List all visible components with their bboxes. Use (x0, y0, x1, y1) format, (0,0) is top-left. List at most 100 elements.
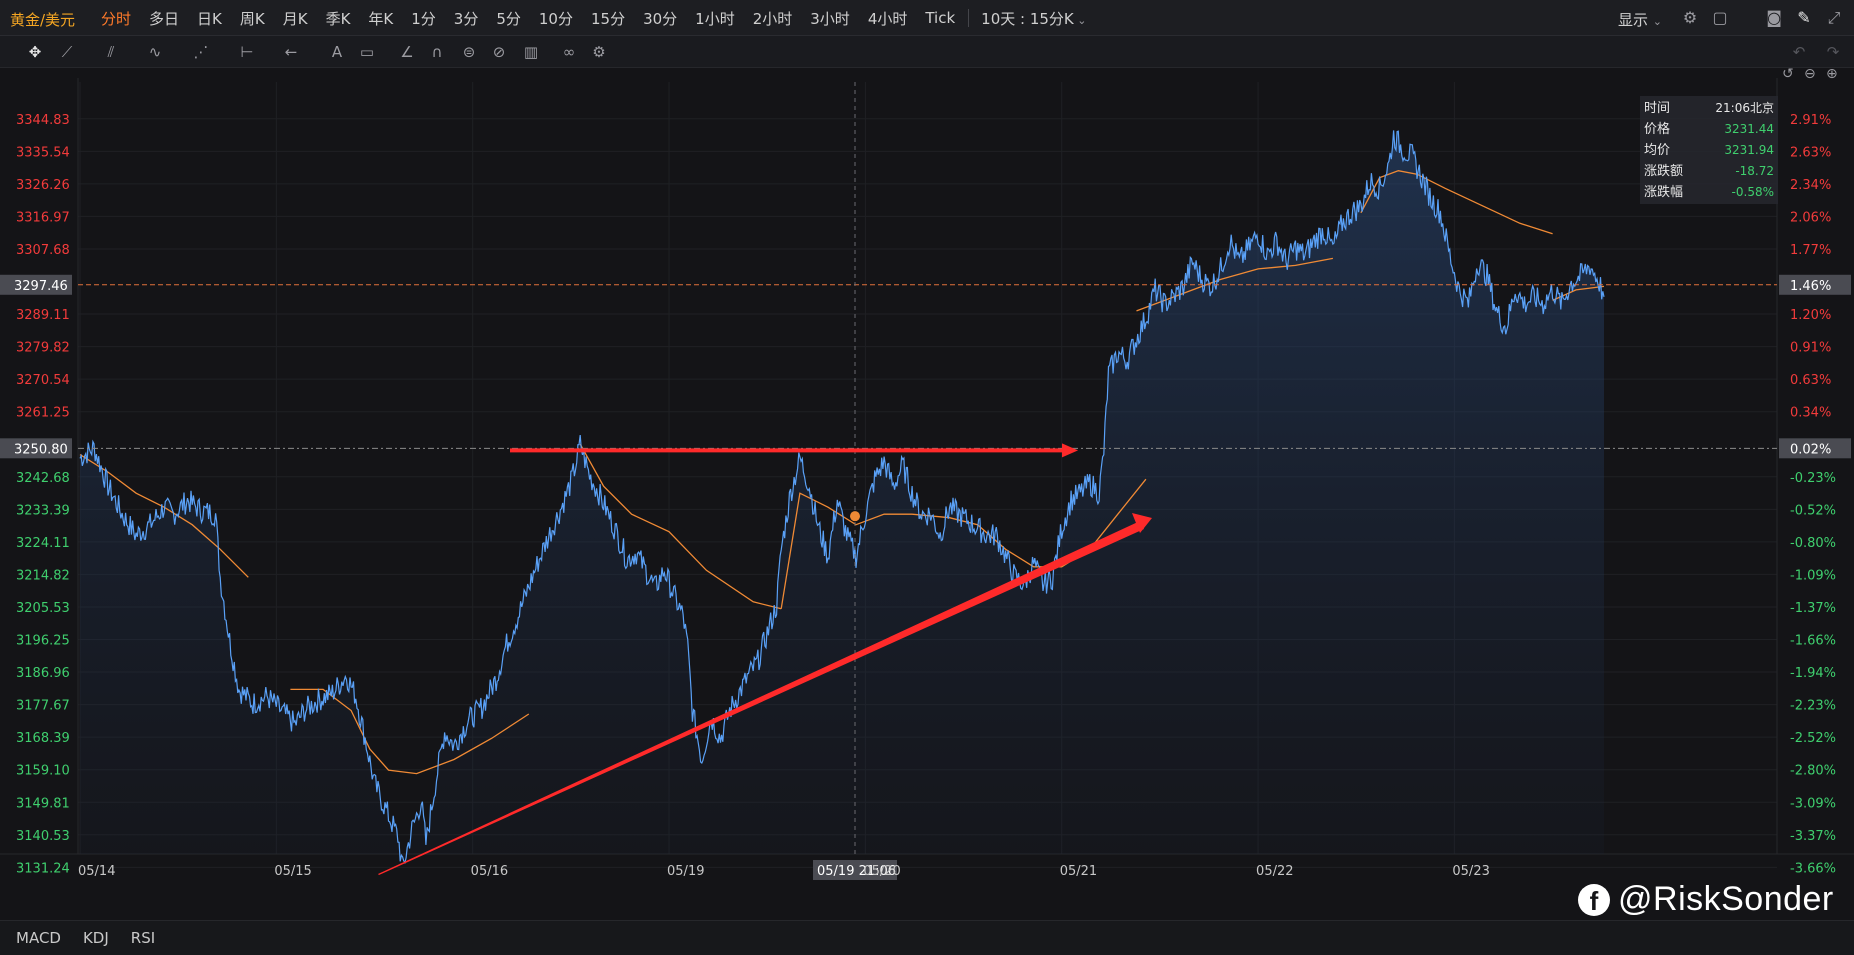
period-tab[interactable]: 5分 (496, 9, 521, 28)
pencil-icon[interactable]: ✎ (1797, 8, 1811, 27)
zoom-out-icon[interactable]: ⊖ (1804, 68, 1816, 82)
symbol-selector[interactable]: 黄金/美元 (10, 11, 76, 29)
link-icon[interactable]: ∞ (562, 43, 576, 61)
period-tab[interactable]: Tick (925, 9, 956, 27)
line-tool-icon[interactable]: ⟋ (61, 43, 73, 61)
trash-icon[interactable]: ▥ (523, 43, 539, 61)
reset-zoom-icon[interactable]: ↺ (1782, 68, 1794, 82)
base-pct-tag (1779, 438, 1851, 459)
info-price-value: 3231.44 (1724, 122, 1774, 136)
watermark: f @RiskSonder (1578, 880, 1834, 919)
price-line (79, 130, 1605, 865)
period-tab[interactable]: 日K (197, 9, 222, 28)
period-tab[interactable]: 年K (368, 9, 394, 28)
y-tick-label: 3214.82 (16, 568, 70, 583)
pct-tick-label: 2.34% (1790, 178, 1831, 193)
fullscreen-icon[interactable]: ⤢ (1827, 8, 1841, 27)
y-tick-label: 3196.25 (16, 633, 70, 648)
crosshair-time-tag (813, 860, 897, 880)
x-tick-label: 05/16 (471, 864, 508, 879)
draw-settings-icon[interactable]: ⚙ (592, 43, 606, 61)
pct-tick-label: 2.63% (1790, 145, 1831, 160)
fan-tool-icon[interactable]: ⋰ (193, 43, 209, 61)
y-tick-label: 3224.11 (16, 536, 70, 551)
y-tick-label: 3307.68 (16, 243, 70, 258)
pct-tick-label: -2.52% (1790, 731, 1836, 746)
move-icon[interactable]: ✥ (28, 43, 42, 61)
drawing-toolbar: ✥ ⟋ ⫽ ∿ ⋰ ⊢ ← A ▭ ∠ ∩ ⊜ ⊘ ▥ ∞ ⚙ ↶ ↷ (0, 36, 1854, 68)
period-tab[interactable]: 1分 (411, 9, 436, 28)
pct-tick-label: -1.94% (1790, 666, 1836, 681)
wave-tool-icon[interactable]: ∿ (148, 43, 162, 61)
current-pct-label: 1.46% (1790, 279, 1831, 294)
period-tab[interactable]: 4小时 (867, 9, 908, 28)
info-time-label: 时间 (1644, 101, 1671, 116)
trend-arrow[interactable] (378, 521, 1144, 875)
resistance-arrow-head (1062, 443, 1078, 458)
info-price-label: 价格 (1644, 122, 1671, 137)
period-tab[interactable]: 多日 (149, 9, 180, 28)
redo-icon[interactable]: ↷ (1826, 43, 1840, 61)
info-row-time: 时间 21:06北京 (1644, 98, 1774, 119)
pct-tick-label: -1.09% (1790, 568, 1836, 583)
y-tick-label: 3261.25 (16, 406, 70, 421)
pct-tick-label: -2.80% (1790, 764, 1836, 779)
measure-tool-icon[interactable]: ⊢ (240, 43, 254, 61)
period-tab[interactable]: 15分 (590, 9, 626, 28)
comment-tool-icon[interactable]: ▭ (359, 43, 375, 61)
magnet-icon[interactable]: ∩ (431, 43, 443, 61)
lock-icon[interactable]: ⊜ (462, 43, 476, 61)
period-tab[interactable]: 1小时 (695, 9, 735, 28)
period-tab[interactable]: 季K (325, 9, 351, 28)
settings-icon[interactable]: ⚙ (1682, 8, 1698, 27)
period-tab[interactable]: 周K (239, 9, 265, 28)
pct-tick-label: 1.20% (1790, 308, 1831, 323)
channel-tool-icon[interactable]: ⫽ (107, 43, 115, 61)
hide-icon[interactable]: ⊘ (492, 43, 506, 61)
display-label: 显示 (1618, 11, 1649, 29)
y-tick-label: 3186.96 (16, 666, 70, 681)
info-change-pct-label: 涨跌幅 (1644, 185, 1684, 200)
y-tick-label: 3335.54 (16, 145, 70, 160)
brush-icon[interactable]: ∠ (400, 43, 414, 61)
crosshair-point (850, 511, 860, 522)
period-tab[interactable]: 月K (282, 9, 308, 28)
base-pct-label: 0.02% (1790, 442, 1831, 457)
period-tab[interactable]: 2小时 (752, 9, 793, 28)
indicator-tab-rsi[interactable]: RSI (130, 929, 156, 947)
indicator-tab-kdj[interactable]: KDJ (82, 929, 109, 947)
indicator-tabs: MACD KDJ RSI (0, 920, 1854, 955)
indicator-tab-macd[interactable]: MACD (16, 929, 61, 947)
text-tool-icon[interactable]: A (331, 43, 343, 61)
arrow-tool-icon[interactable]: ← (284, 43, 298, 61)
period-tab[interactable]: 10分 (538, 9, 573, 28)
pct-tick-label: -0.52% (1790, 503, 1836, 518)
info-avg-label: 均价 (1644, 143, 1671, 158)
layout-icon[interactable]: ▢ (1712, 8, 1728, 27)
x-tick-label: 05/23 (1452, 864, 1489, 879)
zoom-in-icon[interactable]: ⊕ (1826, 68, 1838, 82)
chart-area[interactable]: 3250.80 0.02% 3297.46 1.46% 05/19 21:06 3344… (0, 68, 1854, 920)
average-line (290, 688, 530, 775)
base-price-tag (0, 438, 72, 459)
pct-tick-label: -3.37% (1790, 829, 1836, 844)
undo-icon[interactable]: ↶ (1792, 43, 1806, 61)
price-chart[interactable]: 3250.80 0.02% 3297.46 1.46% 05/19 21:06 3344… (0, 68, 1854, 920)
period-tab[interactable]: 3分 (453, 9, 479, 28)
pct-tick-label: 2.06% (1790, 210, 1831, 225)
current-pct-tag (1779, 274, 1851, 295)
info-time-value: 21:06北京 (1715, 101, 1774, 115)
display-menu[interactable]: 显示 ⌄ (1618, 9, 1662, 30)
period-tab[interactable]: 分时 (101, 9, 132, 28)
period-tab[interactable]: 30分 (643, 9, 678, 28)
x-tick-label: 05/21 (1060, 864, 1097, 879)
pct-tick-label: -3.09% (1790, 796, 1836, 811)
price-area (80, 130, 1604, 863)
period-tab[interactable]: 3小时 (810, 9, 850, 28)
multi-day-label: 10天 : 15分K (981, 9, 1074, 28)
camera-icon[interactable]: ◙ (1766, 8, 1782, 27)
y-tick-label: 3131.24 (16, 861, 70, 876)
multi-day-selector[interactable]: 10天 : 15分K ⌄ (973, 8, 1094, 29)
info-change-label: 涨跌额 (1644, 164, 1684, 179)
y-tick-label: 3149.81 (16, 796, 70, 811)
